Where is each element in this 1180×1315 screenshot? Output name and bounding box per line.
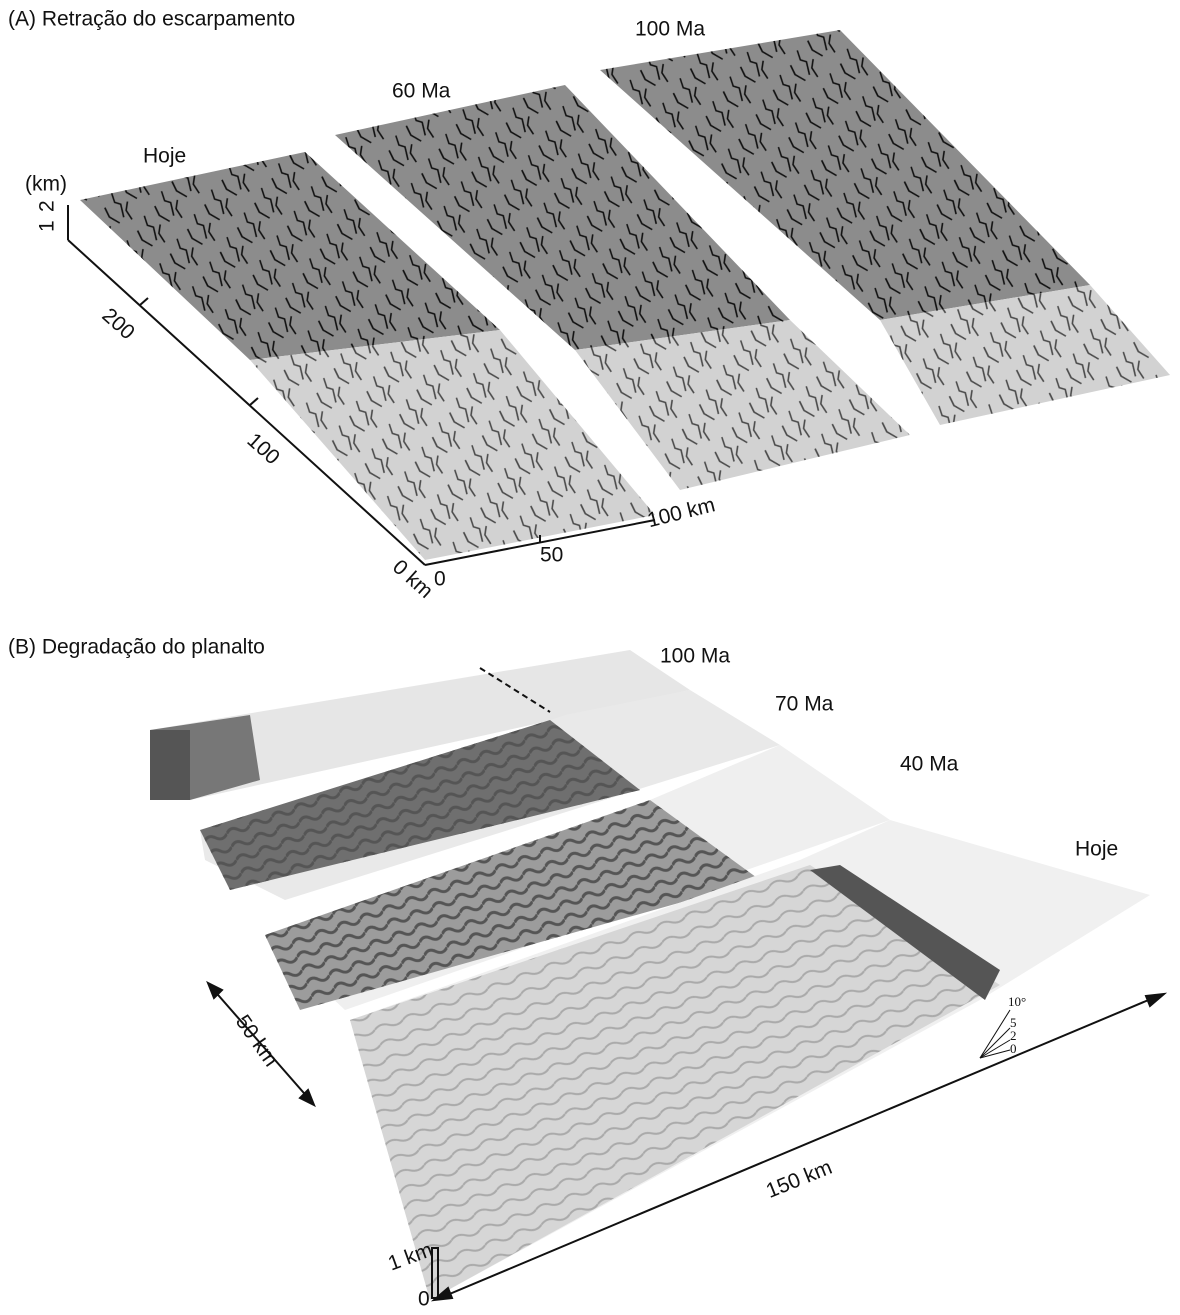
slab-label: 60 Ma [392, 80, 451, 103]
slab-label: 70 Ma [775, 693, 834, 716]
slope-label: 10° [1008, 994, 1026, 1009]
slab-label: 40 Ma [900, 753, 959, 776]
axis-tick: 50 [540, 544, 563, 567]
scale-label: 150 km [763, 1156, 835, 1203]
axis-tick: 200 [98, 304, 139, 345]
slab-label: Hoje [1075, 838, 1118, 861]
slabs-a [80, 30, 1170, 560]
axis-tick: 0 km [388, 555, 437, 603]
scale-label: 50 km [231, 1011, 283, 1071]
panel-title: (B) Degradação do planalto [8, 636, 265, 659]
axis-tick: 0 [434, 568, 446, 591]
axis-tick: 2 [36, 200, 59, 212]
scale-label: 0 [418, 1288, 430, 1311]
slab-label: 100 Ma [660, 645, 730, 668]
axis-tick: 100 [243, 429, 284, 470]
slabs-b [150, 650, 1150, 1300]
axis-unit: (km) [25, 173, 67, 196]
figure: (A) Retração do escarpamento 100 Ma 60 M… [0, 0, 1180, 1315]
slab-label: Hoje [143, 145, 186, 168]
slab-label: 100 Ma [635, 18, 705, 41]
panel-title: (A) Retração do escarpamento [8, 8, 295, 31]
slope-label: 0 [1010, 1041, 1017, 1056]
axis-tick: 100 km [645, 493, 717, 532]
axis-tick: 1 [36, 220, 59, 232]
